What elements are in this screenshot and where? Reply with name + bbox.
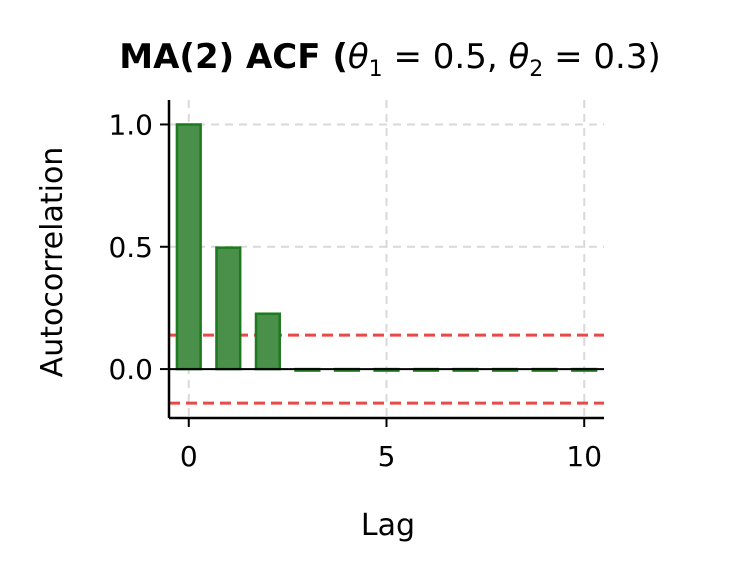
x-tick-label: 5 [378, 440, 396, 473]
y-tick-label: 1.0 [108, 108, 153, 141]
x-tick-label: 10 [566, 440, 602, 473]
x-tick-label: 0 [180, 440, 198, 473]
bar [215, 246, 242, 371]
chart-title: MA(2) ACF (θ1 = 0.5, θ2 = 0.3) [119, 37, 660, 82]
confidence-band [169, 333, 604, 405]
x-axis-label: Lag [361, 508, 415, 543]
title-eq2: = 0.3) [543, 37, 660, 77]
ticks: 0 5 10 0.0 0.5 1.0 [108, 108, 602, 473]
bar [254, 312, 281, 371]
title-main: MA(2) ACF ( [119, 37, 348, 77]
y-tick-label: 0.0 [108, 353, 153, 386]
bar [175, 123, 202, 371]
title-eq1: = 0.5, [383, 37, 509, 77]
title-sub1: 1 [369, 57, 383, 82]
title-theta2: θ [508, 37, 529, 77]
y-axis-label: Autocorrelation [35, 147, 70, 378]
title-sub2: 2 [529, 57, 543, 82]
bars [169, 123, 604, 372]
title-theta1: θ [348, 37, 369, 77]
y-tick-label: 0.5 [108, 231, 153, 264]
